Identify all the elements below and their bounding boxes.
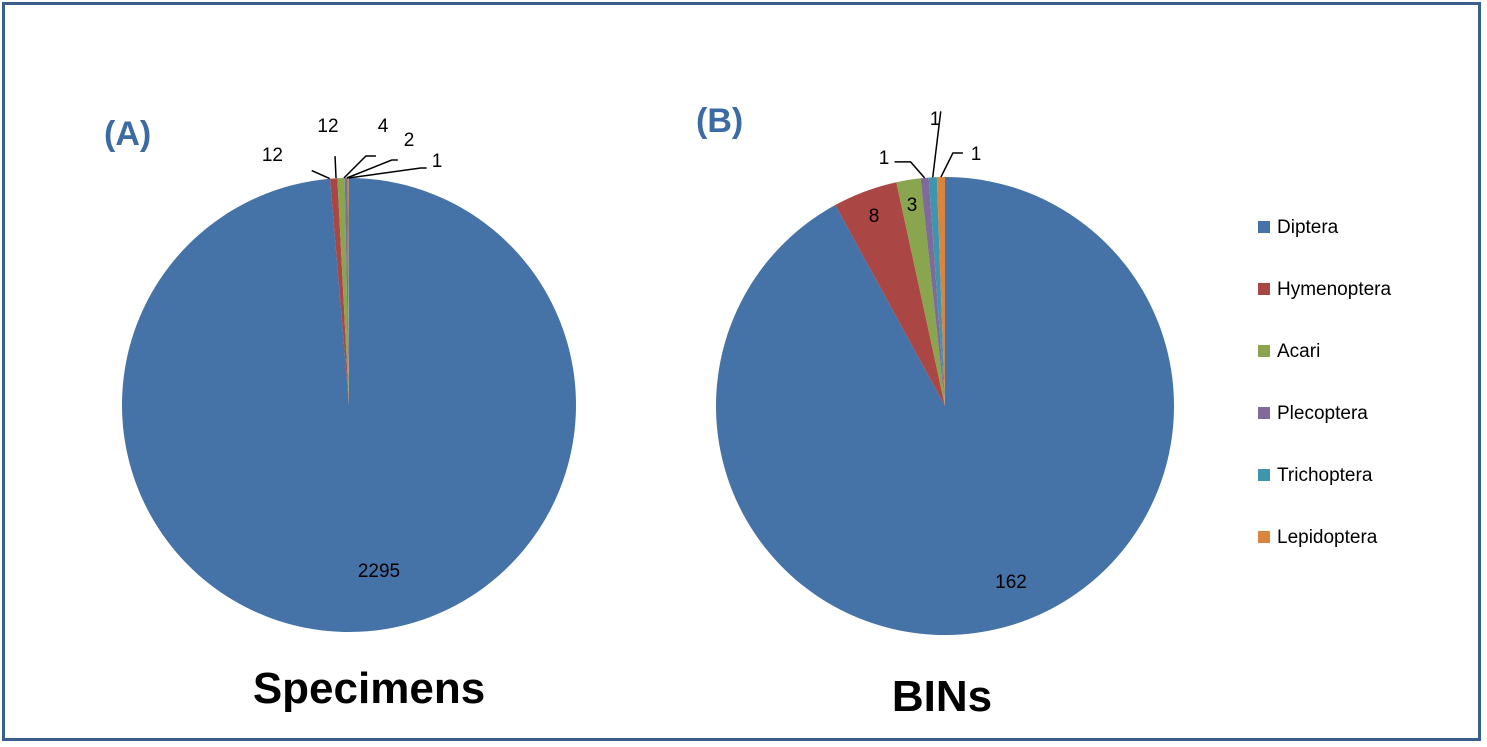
specimens-chart-title: Specimens	[253, 664, 485, 713]
slice-trichoptera	[347, 178, 349, 405]
data-label-diptera: 2295	[358, 561, 400, 582]
data-label-lepidoptera: 1	[432, 151, 443, 172]
legend-label-hymenoptera: Hymenoptera	[1277, 279, 1391, 300]
data-label-acari: 3	[907, 195, 918, 216]
slice-plecoptera	[920, 177, 945, 406]
leader-line	[894, 161, 926, 179]
slice-acari	[896, 178, 945, 406]
data-label-trichoptera: 1	[930, 109, 941, 130]
data-label-plecoptera: 4	[378, 116, 389, 137]
bins-pie: 162 8 3 1 1 1	[715, 109, 1174, 635]
slice-trichoptera	[928, 177, 945, 406]
legend-swatch-diptera	[1258, 221, 1270, 233]
data-label-lepidoptera: 1	[971, 144, 982, 165]
leader-line	[334, 156, 337, 179]
slice-lepidoptera	[348, 178, 349, 405]
legend-label-trichoptera: Trichoptera	[1277, 465, 1373, 486]
legend-label-diptera: Diptera	[1277, 217, 1339, 238]
data-label-diptera: 162	[995, 572, 1027, 593]
data-label-hymenoptera: 12	[262, 145, 283, 166]
legend-swatch-hymenoptera	[1258, 283, 1270, 295]
slice-plecoptera	[344, 178, 349, 405]
legend-swatch-lepidoptera	[1258, 531, 1270, 543]
slice-acari	[337, 178, 349, 405]
leader-line	[311, 169, 330, 180]
legend-swatch-acari	[1258, 345, 1270, 357]
panel-a-label: (A)	[104, 115, 151, 153]
leader-line	[940, 152, 963, 178]
slice-lepidoptera	[936, 177, 945, 406]
slice-hymenoptera	[835, 182, 945, 406]
legend-label-plecoptera: Plecoptera	[1277, 403, 1368, 424]
legend-swatch-plecoptera	[1258, 407, 1270, 419]
slice-diptera	[122, 178, 577, 632]
bins-chart-title: BINs	[892, 672, 992, 721]
leader-line	[343, 155, 376, 179]
legend-label-acari: Acari	[1277, 341, 1320, 362]
legend-swatch-trichoptera	[1258, 469, 1270, 481]
legend-label-lepidoptera: Lepidoptera	[1277, 527, 1378, 548]
slice-hymenoptera	[330, 178, 349, 405]
data-label-trichoptera: 2	[404, 130, 415, 151]
data-label-acari: 12	[317, 116, 338, 137]
data-label-plecoptera: 1	[879, 148, 890, 169]
data-label-hymenoptera: 8	[869, 206, 880, 227]
leader-line	[348, 167, 427, 179]
leader-line	[346, 159, 398, 179]
specimens-pie: 2295 12 12 421	[122, 116, 577, 632]
legend: Diptera Hymenoptera Acari Plecoptera Trichop…	[1258, 217, 1391, 548]
panel-b-label: (B)	[696, 102, 743, 140]
leader-line	[931, 111, 942, 178]
